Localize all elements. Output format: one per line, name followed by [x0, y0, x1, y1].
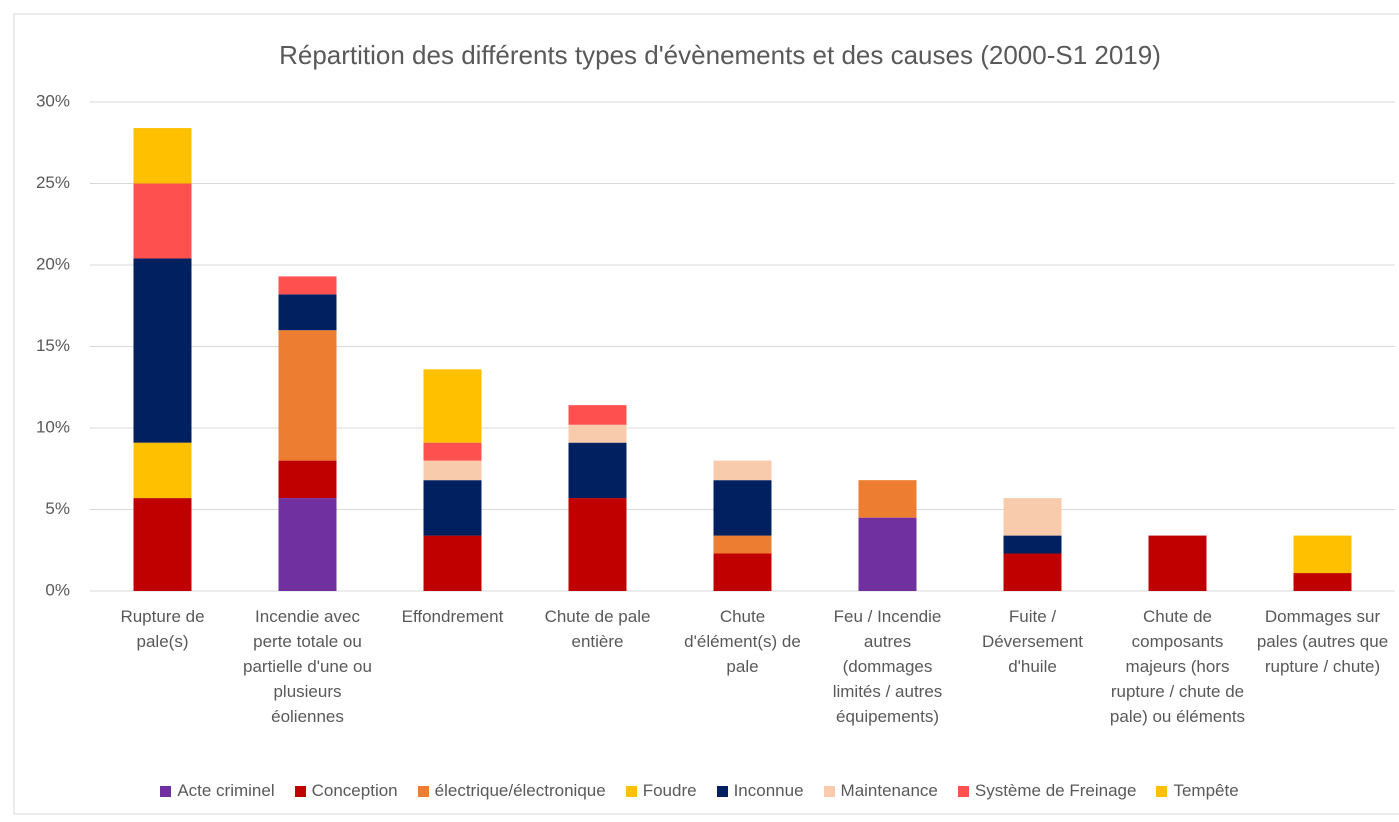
bar-segment [278, 330, 337, 461]
bar-segment [713, 535, 772, 554]
x-tick-label: Effondrement [401, 607, 504, 626]
chart-border [13, 13, 1399, 815]
bar-segment [1003, 553, 1062, 591]
bar-segment [133, 442, 192, 499]
legend-item: Système de Freinage [957, 781, 1137, 801]
x-tick-label: Dommages sur pales (autres que rupture /… [1256, 607, 1389, 676]
y-tick-label: 0% [45, 580, 70, 599]
bar-segment [133, 183, 192, 259]
legend-swatch [957, 785, 969, 797]
chart-title: Répartition des différents types d'évène… [279, 40, 1161, 70]
legend-item: Conception [294, 781, 398, 801]
legend-item: électrique/électronique [417, 781, 606, 801]
bar-segment [278, 276, 337, 295]
legend-swatch [625, 785, 637, 797]
bar-segment [568, 498, 627, 591]
legend-swatch [1156, 785, 1168, 797]
legend-item: Tempête [1156, 781, 1239, 801]
legend-label: Tempête [1173, 781, 1239, 800]
bar-segment [713, 460, 772, 481]
x-tick-label: Chute de pale entière [544, 607, 651, 651]
bar-segment [423, 442, 482, 461]
legend-swatch [823, 785, 835, 797]
legend-swatch [417, 785, 429, 797]
legend-item: Inconnue [716, 781, 804, 801]
legend-label: Maintenance [840, 781, 938, 800]
legend-item: Foudre [625, 781, 697, 801]
x-tick-label: Chute d'élément(s) de pale [684, 607, 801, 676]
legend-label: Foudre [642, 781, 697, 800]
y-tick-label: 5% [45, 499, 70, 518]
bar-segment [423, 535, 482, 591]
bar-segment [133, 498, 192, 591]
bar-segment [133, 258, 192, 443]
bar-segment [1293, 573, 1352, 591]
legend: Acte criminel Conception électrique/électr… [0, 781, 1399, 801]
legend-item: Acte criminel [160, 781, 275, 801]
bar-segment [858, 517, 917, 591]
legend-label: Système de Freinage [974, 781, 1137, 800]
bar-segment [568, 405, 627, 425]
x-tick-label: Incendie avec perte totale ou partielle … [243, 607, 372, 726]
x-tick-label: Feu / Incendie autres (dommages limités … [832, 607, 943, 726]
legend-label: Acte criminel [177, 781, 275, 800]
bar-segment [568, 442, 627, 499]
legend-swatch [294, 785, 306, 797]
legend-label: Conception [311, 781, 398, 800]
y-tick-label: 30% [36, 91, 70, 110]
legend-swatch [716, 785, 728, 797]
bar-segment [1148, 535, 1207, 591]
bar-segment [713, 480, 772, 536]
legend-item: Maintenance [823, 781, 938, 801]
x-tick-label: Fuite / Déversement d'huile [981, 607, 1084, 676]
x-tick-label: Rupture de pale(s) [120, 607, 205, 651]
y-tick-label: 15% [36, 336, 70, 355]
y-tick-label: 25% [36, 173, 70, 192]
bar-segment [278, 498, 337, 591]
bar-segment [1003, 535, 1062, 554]
bar-segment [278, 460, 337, 499]
legend-label: Inconnue [733, 781, 804, 800]
bar-segment [1003, 498, 1062, 536]
y-tick-label: 20% [36, 254, 70, 273]
bar-segment [1293, 535, 1352, 574]
legend-swatch [160, 785, 172, 797]
bar-segment [278, 294, 337, 331]
legend-label: électrique/électronique [434, 781, 606, 800]
bar-segment [423, 460, 482, 481]
bar-segment [133, 128, 192, 184]
bar-segment [423, 480, 482, 536]
x-tick-label: Chute de composants majeurs (hors ruptur… [1109, 607, 1246, 726]
bar-segment [423, 369, 482, 443]
bar-segment [858, 480, 917, 518]
bar-segment [713, 553, 772, 591]
bar-segment [568, 424, 627, 443]
y-tick-label: 10% [36, 417, 70, 436]
